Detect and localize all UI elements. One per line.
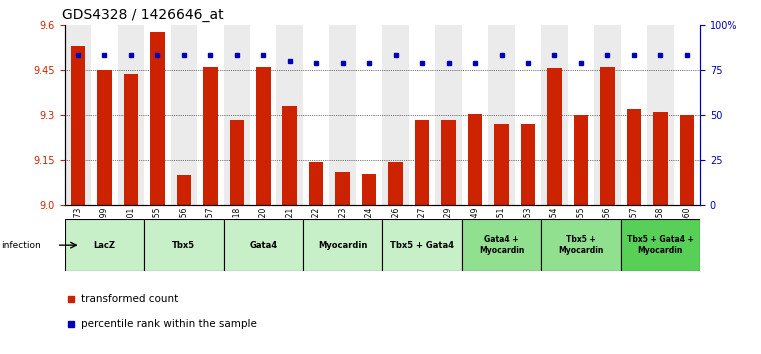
Bar	[600, 67, 615, 205]
Bar	[568, 25, 594, 205]
Bar	[514, 25, 541, 205]
Text: Tbx5 +
Myocardin: Tbx5 + Myocardin	[559, 235, 603, 255]
Bar	[309, 162, 323, 205]
Bar	[673, 25, 700, 205]
Bar	[336, 172, 350, 205]
Text: GDS4328 / 1426646_at: GDS4328 / 1426646_at	[62, 8, 223, 22]
Bar	[224, 25, 250, 205]
Bar	[203, 67, 218, 205]
Bar	[621, 25, 647, 205]
Bar	[653, 112, 667, 205]
Bar	[303, 25, 330, 205]
Bar	[276, 25, 303, 205]
Bar	[468, 114, 482, 205]
Bar	[547, 68, 562, 205]
Text: Tbx5 + Gata4: Tbx5 + Gata4	[390, 241, 454, 250]
Bar	[494, 124, 509, 205]
Text: transformed count: transformed count	[81, 294, 178, 304]
Bar	[123, 74, 139, 205]
Bar	[356, 25, 382, 205]
Bar	[415, 120, 429, 205]
Bar	[91, 25, 118, 205]
Bar	[303, 219, 382, 271]
Bar	[144, 25, 170, 205]
Bar	[197, 25, 224, 205]
Bar	[574, 115, 588, 205]
Bar	[489, 25, 514, 205]
Bar	[521, 124, 535, 205]
Bar	[594, 25, 621, 205]
Bar	[626, 109, 642, 205]
Bar	[541, 219, 621, 271]
Bar	[621, 219, 700, 271]
Text: infection: infection	[2, 241, 41, 250]
Bar	[435, 25, 462, 205]
Bar	[409, 25, 435, 205]
Bar	[388, 162, 403, 205]
Text: Tbx5: Tbx5	[172, 241, 196, 250]
Bar	[65, 219, 144, 271]
Bar	[441, 120, 456, 205]
Text: Tbx5 + Gata4 +
Myocardin: Tbx5 + Gata4 + Myocardin	[627, 235, 694, 255]
Bar	[230, 120, 244, 205]
Bar	[177, 175, 191, 205]
Bar	[65, 25, 91, 205]
Bar	[330, 25, 356, 205]
Text: Gata4 +
Myocardin: Gata4 + Myocardin	[479, 235, 524, 255]
Bar	[382, 25, 409, 205]
Bar	[144, 219, 224, 271]
Bar	[224, 219, 303, 271]
Text: LacZ: LacZ	[94, 241, 116, 250]
Bar	[462, 25, 489, 205]
Bar	[647, 25, 673, 205]
Bar	[170, 25, 197, 205]
Text: Myocardin: Myocardin	[318, 241, 368, 250]
Text: Gata4: Gata4	[249, 241, 277, 250]
Bar	[541, 25, 568, 205]
Bar	[97, 70, 112, 205]
Bar	[256, 67, 271, 205]
Bar	[71, 46, 85, 205]
Bar	[382, 219, 462, 271]
Bar	[680, 115, 694, 205]
Bar	[282, 106, 297, 205]
Bar	[362, 174, 377, 205]
Bar	[462, 219, 541, 271]
Text: percentile rank within the sample: percentile rank within the sample	[81, 319, 256, 329]
Bar	[150, 32, 164, 205]
Bar	[118, 25, 144, 205]
Bar	[250, 25, 276, 205]
